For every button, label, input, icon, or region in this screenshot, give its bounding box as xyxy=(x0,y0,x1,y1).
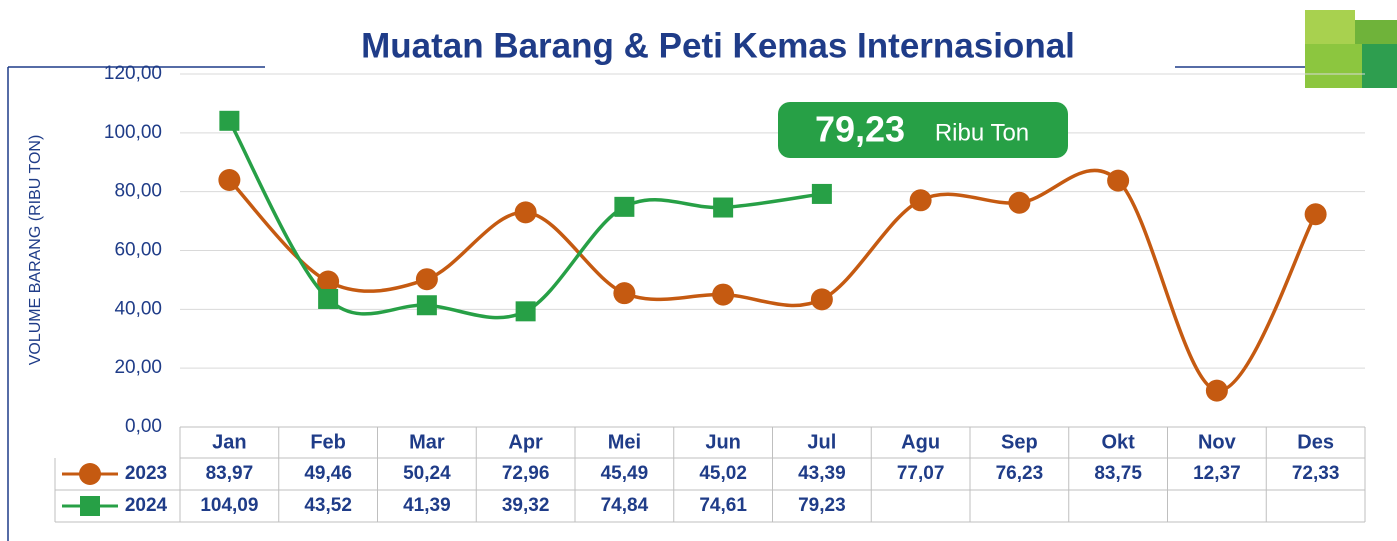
x-tick-label: Nov xyxy=(1198,431,1237,453)
marker xyxy=(712,283,735,306)
marker xyxy=(514,201,537,224)
marker xyxy=(1107,169,1130,192)
x-tick-label: Mei xyxy=(608,431,641,453)
table-value: 83,75 xyxy=(1094,463,1142,484)
x-tick-label: Jul xyxy=(807,431,836,453)
x-tick-label: Apr xyxy=(508,431,543,453)
marker xyxy=(416,295,437,316)
legend-label: 2024 xyxy=(125,495,168,516)
table-value: 72,33 xyxy=(1292,463,1340,484)
container-icon xyxy=(1305,10,1397,88)
table-value: 76,23 xyxy=(996,463,1044,484)
marker xyxy=(1205,379,1228,402)
y-tick-label: 20,00 xyxy=(114,357,162,378)
marker xyxy=(218,168,241,191)
marker xyxy=(909,189,932,212)
marker xyxy=(515,301,536,322)
series-line xyxy=(228,168,1318,393)
y-tick-label: 40,00 xyxy=(114,298,162,319)
table-value: 50,24 xyxy=(403,463,451,484)
legend-marker xyxy=(79,463,101,485)
marker xyxy=(811,183,832,204)
table-value: 39,32 xyxy=(502,495,550,516)
chart-title: Muatan Barang & Peti Kemas Internasional xyxy=(361,26,1075,65)
marker xyxy=(219,110,240,131)
legend-marker xyxy=(80,496,100,516)
y-tick-label: 60,00 xyxy=(114,240,162,261)
y-axis-label: VOLUME BARANG (RIBU TON) xyxy=(27,135,44,366)
table-value: 72,96 xyxy=(502,463,550,484)
table-value: 43,52 xyxy=(304,495,352,516)
y-tick-label: 80,00 xyxy=(114,181,162,202)
annotation-box xyxy=(778,102,1068,158)
marker xyxy=(613,282,636,305)
marker xyxy=(1008,191,1031,214)
legend-label: 2023 xyxy=(125,463,167,484)
table-value: 45,49 xyxy=(601,463,649,484)
marker xyxy=(810,288,833,311)
table-value: 12,37 xyxy=(1193,463,1241,484)
table-value: 83,97 xyxy=(206,463,254,484)
y-tick-label: 100,00 xyxy=(104,122,162,143)
table-value: 74,61 xyxy=(699,495,747,516)
table-value: 49,46 xyxy=(304,463,352,484)
x-tick-label: Okt xyxy=(1101,431,1135,453)
marker xyxy=(415,268,438,291)
x-tick-label: Jun xyxy=(705,431,741,453)
x-tick-label: Agu xyxy=(901,431,940,453)
x-tick-label: Feb xyxy=(310,431,346,453)
table-value: 41,39 xyxy=(403,495,451,516)
table-value: 45,02 xyxy=(699,463,747,484)
x-tick-label: Sep xyxy=(1001,431,1038,453)
y-tick-label: 0,00 xyxy=(125,416,162,437)
table-value: 77,07 xyxy=(897,463,945,484)
marker xyxy=(614,196,635,217)
table-value: 74,84 xyxy=(601,495,649,516)
marker xyxy=(713,197,734,218)
x-tick-label: Jan xyxy=(212,431,246,453)
table-value: 43,39 xyxy=(798,463,846,484)
marker xyxy=(317,270,340,293)
y-tick-label: 120,00 xyxy=(104,63,162,84)
table-value: 79,23 xyxy=(798,495,846,516)
table-value: 104,09 xyxy=(200,495,258,516)
marker xyxy=(318,288,339,309)
x-tick-label: Mar xyxy=(409,431,445,453)
x-tick-label: Des xyxy=(1297,431,1334,453)
marker xyxy=(1304,203,1327,226)
annotation-unit: Ribu Ton xyxy=(935,119,1029,146)
annotation-value: 79,23 xyxy=(815,109,905,150)
